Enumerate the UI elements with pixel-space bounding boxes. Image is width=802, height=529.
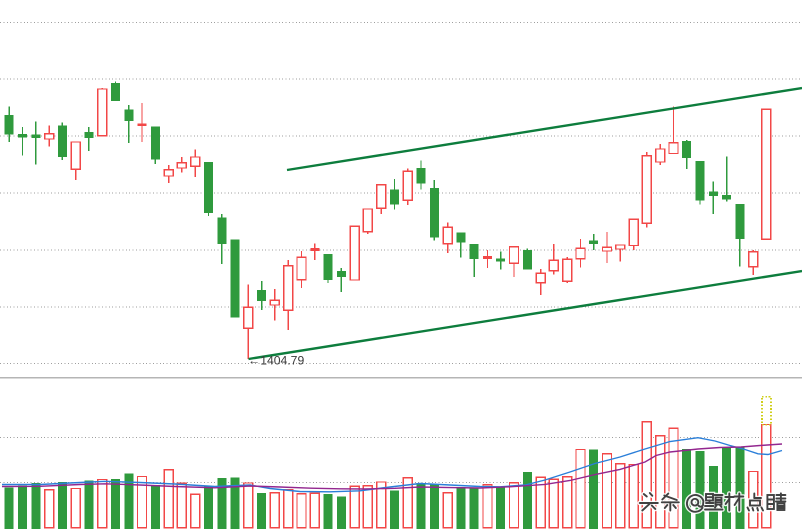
svg-text:←1404.79: ←1404.79: [248, 354, 304, 368]
